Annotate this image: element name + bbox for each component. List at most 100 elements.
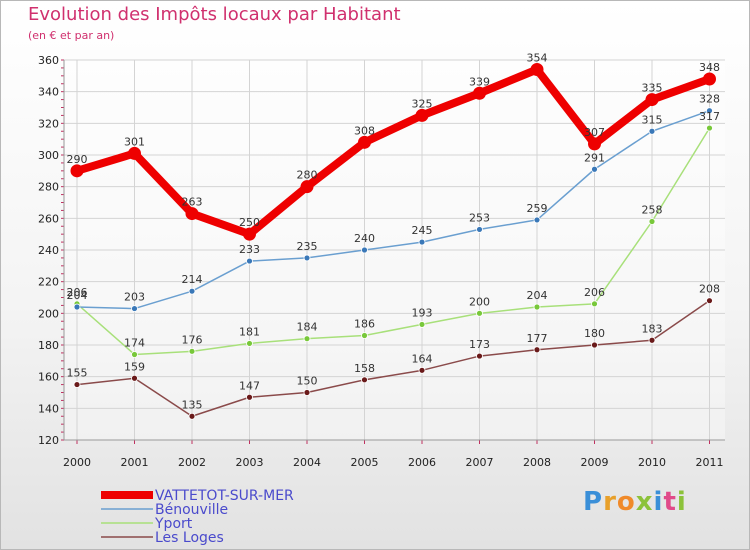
legend-label: Bénouville <box>155 502 228 518</box>
data-label: 204 <box>67 289 88 302</box>
data-point <box>361 246 368 254</box>
data-label: 348 <box>699 61 720 74</box>
x-tick-label: 2006 <box>408 456 436 469</box>
data-label: 250 <box>239 216 260 229</box>
data-point <box>300 180 314 194</box>
data-point <box>131 305 138 312</box>
chart-title: Evolution des Impôts locaux par Habitant <box>28 4 401 25</box>
data-label: 206 <box>584 286 605 299</box>
data-point <box>358 135 371 149</box>
data-label: 208 <box>699 283 720 296</box>
data-label: 200 <box>469 295 490 308</box>
data-point <box>70 164 84 178</box>
data-label: 180 <box>584 327 605 340</box>
y-tick-label: 140 <box>38 402 59 415</box>
data-label: 280 <box>297 169 318 182</box>
data-label: 173 <box>469 338 490 351</box>
logo-letter: P <box>583 487 604 517</box>
x-tick-label: 2010 <box>638 456 666 469</box>
y-tick-label: 160 <box>38 371 59 384</box>
data-label: 233 <box>239 243 260 256</box>
data-label: 339 <box>469 75 490 88</box>
data-point <box>418 238 426 246</box>
data-point <box>131 374 138 382</box>
y-tick-label: 120 <box>38 434 59 447</box>
data-point <box>530 63 544 76</box>
data-label: 335 <box>642 82 663 95</box>
data-point <box>415 108 429 122</box>
data-label: 206 <box>67 286 88 299</box>
data-point <box>703 72 716 86</box>
logo-letter: r <box>603 487 617 517</box>
data-point <box>131 351 138 358</box>
data-point <box>246 257 253 265</box>
series-line-0 <box>73 65 714 239</box>
y-tick-label: 200 <box>38 307 59 320</box>
data-point <box>361 376 368 384</box>
data-label: 181 <box>239 325 260 338</box>
data-label: 317 <box>699 110 720 123</box>
data-label: 155 <box>67 367 88 380</box>
data-label: 184 <box>297 321 318 334</box>
data-label: 235 <box>297 240 318 253</box>
data-label: 328 <box>699 93 720 106</box>
series-line-3 <box>76 299 711 417</box>
data-label: 301 <box>124 135 145 148</box>
data-label: 135 <box>182 398 203 411</box>
series-line-2 <box>76 127 711 356</box>
data-point <box>591 165 598 173</box>
x-tick-label: 2008 <box>523 456 551 469</box>
logo-letter: t <box>663 487 677 517</box>
data-label: 253 <box>469 211 490 224</box>
data-point <box>188 347 196 355</box>
data-point <box>303 335 311 343</box>
data-label: 193 <box>412 306 433 319</box>
data-label: 177 <box>527 332 548 345</box>
data-point <box>185 207 199 221</box>
data-point <box>706 297 713 305</box>
data-point <box>533 303 541 311</box>
data-label: 203 <box>124 291 145 304</box>
data-label: 245 <box>412 224 433 237</box>
x-tick-label: 2004 <box>293 456 321 469</box>
data-label: 147 <box>239 379 260 392</box>
x-tick-label: 2003 <box>236 456 264 469</box>
data-label: 258 <box>642 204 663 217</box>
x-tick-label: 2005 <box>351 456 379 469</box>
data-label: 325 <box>412 97 433 110</box>
y-tick-label: 300 <box>38 149 59 162</box>
proxiti-logo: Proxiti <box>583 487 687 517</box>
data-label: 263 <box>182 196 203 209</box>
legend-label: Yport <box>154 516 193 532</box>
legend-label: Les Loges <box>155 530 224 546</box>
chart-subtitle: (en € et par an) <box>28 29 115 42</box>
data-point <box>188 287 196 295</box>
data-point <box>418 366 426 374</box>
data-label: 259 <box>527 202 548 215</box>
data-point <box>418 321 426 328</box>
data-point <box>706 107 713 115</box>
y-tick-label: 180 <box>38 339 59 352</box>
data-point <box>648 218 656 225</box>
series-line-1 <box>76 109 711 310</box>
data-point <box>476 226 483 233</box>
y-tick-label: 280 <box>38 181 59 194</box>
data-label: 164 <box>412 352 433 365</box>
data-label: 183 <box>642 322 663 335</box>
data-label: 214 <box>182 273 203 286</box>
data-point <box>591 300 598 308</box>
data-point <box>73 303 81 311</box>
data-label: 176 <box>182 333 203 346</box>
data-label: 291 <box>584 151 605 164</box>
data-point <box>303 254 311 262</box>
data-point <box>533 346 541 354</box>
x-tick-label: 2000 <box>63 456 91 469</box>
data-label: 240 <box>354 232 375 245</box>
data-point <box>361 332 368 339</box>
legend-label: VATTETOT-SUR-MER <box>155 488 294 504</box>
y-tick-label: 320 <box>38 117 59 130</box>
data-point <box>648 127 656 135</box>
data-label: 204 <box>527 289 548 302</box>
x-tick-label: 2002 <box>178 456 206 469</box>
